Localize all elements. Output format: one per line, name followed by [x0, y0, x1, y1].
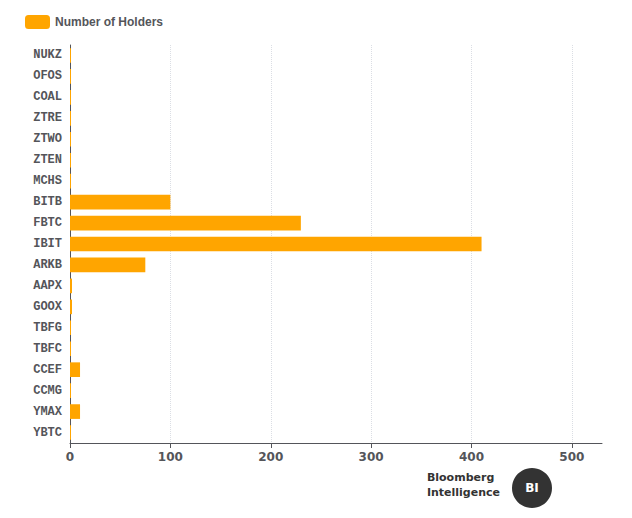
svg-text:CCMG: CCMG [33, 384, 62, 398]
svg-text:YMAX: YMAX [33, 405, 63, 419]
svg-text:MCHS: MCHS [33, 174, 62, 188]
svg-text:ARKB: ARKB [33, 258, 62, 272]
svg-text:Bloomberg: Bloomberg [427, 471, 494, 484]
svg-text:FBTC: FBTC [33, 216, 62, 230]
svg-text:CCEF: CCEF [33, 363, 62, 377]
svg-text:YBTC: YBTC [33, 426, 62, 440]
svg-text:ZTRE: ZTRE [33, 111, 62, 125]
svg-text:TBFC: TBFC [33, 342, 62, 356]
svg-text:TBFG: TBFG [33, 321, 62, 335]
svg-text:GOOX: GOOX [33, 300, 63, 314]
svg-text:BI: BI [525, 481, 539, 495]
svg-text:NUKZ: NUKZ [33, 48, 62, 62]
svg-text:ZTEN: ZTEN [33, 153, 62, 167]
svg-text:COAL: COAL [33, 90, 62, 104]
svg-text:300: 300 [359, 450, 384, 464]
svg-text:400: 400 [459, 450, 484, 464]
svg-text:200: 200 [258, 450, 283, 464]
svg-text:AAPX: AAPX [33, 279, 63, 293]
svg-text:BITB: BITB [33, 195, 62, 209]
svg-text:Intelligence: Intelligence [427, 486, 500, 499]
svg-text:Number of Holders: Number of Holders [55, 15, 163, 29]
svg-text:100: 100 [158, 450, 183, 464]
svg-text:OFOS: OFOS [33, 69, 62, 83]
svg-text:500: 500 [559, 450, 584, 464]
svg-text:ZTWO: ZTWO [33, 132, 62, 146]
svg-text:IBIT: IBIT [33, 237, 62, 251]
svg-text:0: 0 [66, 450, 74, 464]
